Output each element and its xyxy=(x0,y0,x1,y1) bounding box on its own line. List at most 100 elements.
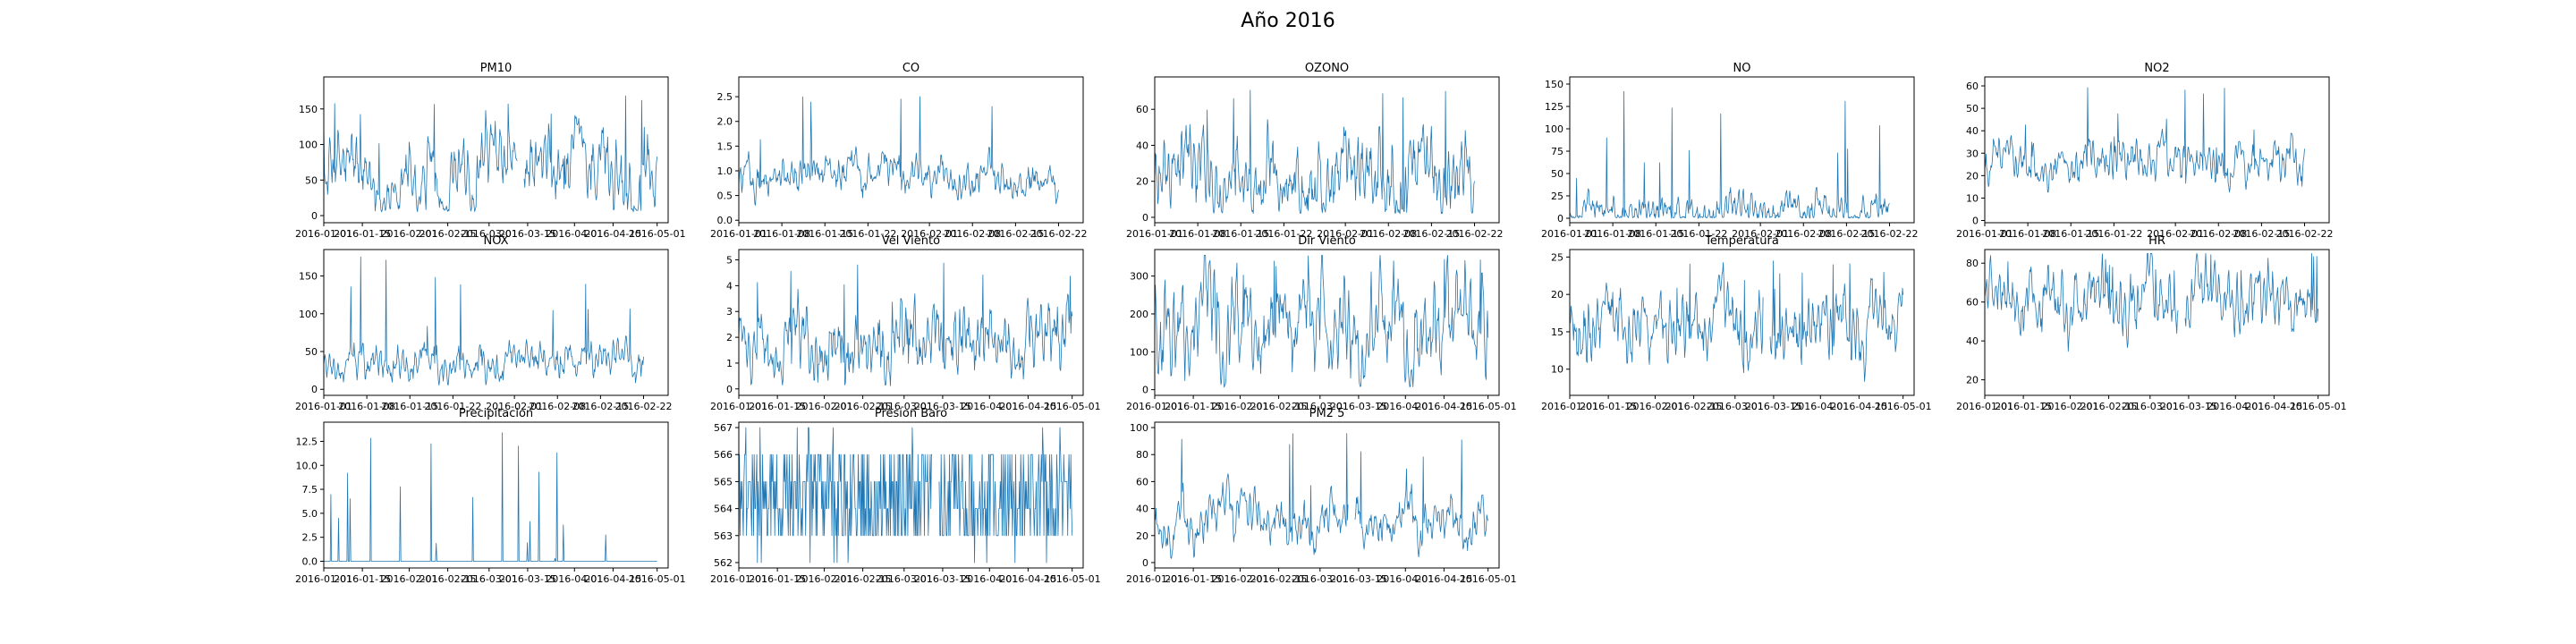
y-tick-label: 20 xyxy=(1136,176,1148,188)
plot-frame xyxy=(1569,249,1915,396)
y-tick-label: 60 xyxy=(1136,104,1148,115)
y-tick-label: 0 xyxy=(1142,212,1148,224)
x-tick-label: 2016-02-15 xyxy=(1665,401,1723,412)
x-tick-label: 2016-02-22 xyxy=(2276,228,2334,240)
y-tick-label: 150 xyxy=(299,271,318,283)
x-tick-label: 2016-04-15 xyxy=(999,401,1056,412)
x-tick-label: 2016-05-01 xyxy=(1044,573,1101,585)
x-tick-label: 2016-05-01 xyxy=(1044,401,1101,412)
series-line xyxy=(739,262,1073,386)
panel-title: Temperatura xyxy=(1704,234,1779,248)
x-tick-label: 2016-02-01 xyxy=(796,573,853,585)
x-tick-label: 2016-01-08 xyxy=(753,228,810,240)
y-tick-label: 562 xyxy=(714,557,733,569)
x-tick-label: 2016-03-01 xyxy=(461,228,518,240)
x-tick-label: 2016-02-15 xyxy=(987,228,1044,240)
x-tick-label: 2016-01-22 xyxy=(2085,228,2142,240)
y-tick-label: 40 xyxy=(1136,140,1148,151)
y-tick-label: 0.0 xyxy=(302,555,318,567)
y-tick-label: 10.0 xyxy=(296,460,318,471)
y-tick-label: 150 xyxy=(1545,79,1563,90)
x-tick-label: 2016-01-01 xyxy=(1126,573,1183,585)
x-tick-label: 2016-01-15 xyxy=(749,401,806,412)
y-tick-label: 565 xyxy=(714,476,733,487)
x-tick-label: 2016-01-01 xyxy=(1541,401,1598,412)
x-tick-label: 2016-02-01 xyxy=(486,401,543,412)
x-tick-label: 2016-01-01 xyxy=(295,228,352,240)
y-tick-label: 5.0 xyxy=(302,508,318,520)
y-tick-label: 2.5 xyxy=(302,532,318,544)
panel-temperatura: Temperatura 2016-01-012016-01-152016-02-0… xyxy=(1541,234,1932,412)
x-tick-label: 2016-03-01 xyxy=(2122,401,2179,412)
y-tick-label: 40 xyxy=(1136,504,1148,515)
y-tick-label: 20 xyxy=(1966,375,1979,386)
x-tick-label: 2016-02-01 xyxy=(1317,228,1374,240)
plot-frame xyxy=(738,76,1084,224)
x-tick-label: 2016-01-15 xyxy=(2042,228,2099,240)
x-tick-label: 2016-03-15 xyxy=(914,401,971,412)
x-tick-label: 2016-03-15 xyxy=(1745,401,1802,412)
y-tick-label: 200 xyxy=(1130,309,1148,320)
x-tick-label: 2016-05-01 xyxy=(1460,401,1517,412)
x-tick-label: 2016-02-22 xyxy=(1030,228,1088,240)
y-tick-label: 10 xyxy=(1966,192,1979,204)
y-tick-label: 30 xyxy=(1966,148,1979,159)
x-tick-label: 2016-05-01 xyxy=(1460,573,1517,585)
y-tick-label: 300 xyxy=(1130,271,1148,283)
x-tick-label: 2016-04-15 xyxy=(1415,401,1472,412)
x-tick-label: 2016-02-15 xyxy=(1250,401,1308,412)
panel-title: NO2 xyxy=(2144,62,2169,75)
x-tick-label: 2016-02-01 xyxy=(1212,401,1269,412)
x-tick-label: 2016-02-08 xyxy=(529,401,586,412)
y-tick-label: 100 xyxy=(1130,346,1148,358)
x-tick-label: 2016-04-15 xyxy=(999,573,1056,585)
x-tick-label: 2016-03-15 xyxy=(499,228,556,240)
series-line xyxy=(324,256,644,386)
x-tick-label: 2016-01-08 xyxy=(1169,228,1226,240)
plot-frame xyxy=(323,249,669,396)
x-tick-label: 2016-04-01 xyxy=(1792,401,1849,412)
x-tick-label: 2016-02-15 xyxy=(835,573,892,585)
y-tick-label: 125 xyxy=(1545,101,1563,113)
x-tick-label: 2016-01-22 xyxy=(424,401,481,412)
x-tick-label: 2016-01-22 xyxy=(1670,228,1727,240)
x-tick-label: 2016-01-15 xyxy=(1580,401,1637,412)
x-tick-label: 2016-03-01 xyxy=(461,573,518,585)
panel-no2: NO2 2016-01-012016-01-082016-01-152016-01… xyxy=(1956,62,2333,240)
x-tick-label: 2016-02-15 xyxy=(835,401,892,412)
panel-title: CO xyxy=(902,62,919,75)
y-tick-label: 25 xyxy=(1551,191,1563,202)
y-tick-label: 12.5 xyxy=(296,436,318,447)
x-tick-label: 2016-01-15 xyxy=(1165,401,1222,412)
y-tick-label: 564 xyxy=(714,504,733,515)
y-tick-label: 5 xyxy=(726,255,733,267)
x-tick-label: 2016-01-08 xyxy=(1999,228,2056,240)
x-tick-label: 2016-02-15 xyxy=(572,401,629,412)
x-tick-label: 2016-04-15 xyxy=(584,573,641,585)
figure-title: Año 2016 xyxy=(1241,10,1335,32)
x-tick-label: 2016-05-01 xyxy=(629,573,686,585)
panel-title: PM10 xyxy=(480,62,513,75)
series-line xyxy=(1155,255,1489,388)
x-tick-label: 2016-02-22 xyxy=(1446,228,1504,240)
panel-title: Precipitacion xyxy=(459,407,533,420)
x-tick-label: 2016-01-15 xyxy=(381,401,438,412)
x-tick-label: 2016-03-15 xyxy=(499,573,556,585)
x-tick-label: 2016-03-01 xyxy=(1292,401,1349,412)
panel-presion-baro: Presion Baro2016-01-012016-01-152016-02-… xyxy=(710,407,1101,585)
y-tick-label: 1.0 xyxy=(717,165,733,177)
x-tick-label: 2016-01-22 xyxy=(839,228,896,240)
x-tick-label: 2016-04-15 xyxy=(1415,573,1472,585)
plot-frame xyxy=(1154,76,1500,224)
panel-vel-viento: Vel Viento 2016-01-012016-01-152016-02-01… xyxy=(710,234,1101,412)
x-tick-label: 2016-03-01 xyxy=(1707,401,1764,412)
y-tick-label: 2.0 xyxy=(717,116,733,128)
panel-title: Dir Viento xyxy=(1298,234,1356,248)
y-tick-label: 25 xyxy=(1551,251,1563,263)
panel-ozono: OZONO2016-01-012016-01-082016-01-152016-… xyxy=(1126,62,1503,240)
x-tick-label: 2016-05-01 xyxy=(2290,401,2347,412)
y-tick-label: 80 xyxy=(1136,449,1148,461)
y-tick-label: 100 xyxy=(299,309,318,320)
plot-frame xyxy=(1154,249,1500,396)
x-tick-label: 2016-01-08 xyxy=(1584,228,1641,240)
